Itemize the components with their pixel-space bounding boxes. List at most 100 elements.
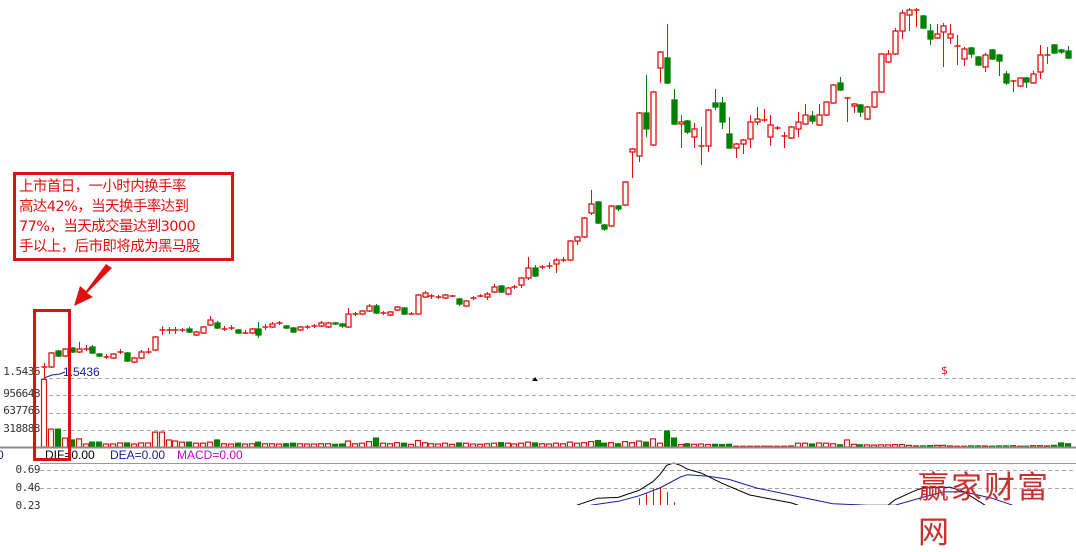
candle: [961, 47, 968, 66]
candle-body: [767, 124, 774, 138]
candle: [332, 322, 339, 325]
candle-body: [643, 112, 650, 130]
candle: [954, 35, 961, 65]
candle: [774, 126, 781, 130]
volume-bar: [414, 439, 422, 448]
candle: [470, 296, 477, 300]
candle-body: [131, 357, 138, 363]
candle-body: [339, 323, 346, 327]
volume-bar: [490, 442, 498, 448]
candle-body: [940, 25, 947, 33]
volume-bar: [794, 442, 802, 448]
candle-body: [269, 323, 276, 328]
candle-body: [871, 91, 878, 108]
candle: [560, 257, 567, 262]
candle: [1058, 49, 1065, 54]
candle-body: [608, 205, 615, 227]
candle: [179, 328, 186, 332]
volume-bar: [372, 437, 380, 448]
volume-bar: [670, 437, 678, 448]
candle-body: [712, 102, 719, 108]
candle-body: [719, 102, 726, 123]
candle: [525, 257, 532, 280]
volume-bar: [254, 441, 262, 448]
candle: [290, 327, 297, 333]
volume-axis-label: 318883: [3, 422, 40, 435]
candle-body: [726, 133, 733, 149]
candle-body: [622, 181, 629, 206]
candle: [463, 300, 470, 307]
candle: [186, 327, 193, 333]
candle-body: [124, 352, 131, 362]
first-day-highlight-box: [33, 309, 71, 461]
candle: [553, 258, 560, 273]
candle-body: [802, 114, 809, 125]
candle: [1044, 47, 1051, 64]
candle: [200, 326, 207, 334]
candle: [608, 205, 615, 227]
candle-body: [207, 319, 214, 326]
candle: [781, 132, 788, 148]
candle: [401, 307, 408, 315]
volume-bar: [822, 442, 830, 448]
candle: [823, 101, 830, 116]
candle-body: [664, 57, 671, 84]
candle-body: [740, 139, 747, 145]
volume-bar: [185, 441, 193, 448]
candle: [906, 8, 913, 31]
legend-dea: DEA=0.00: [110, 448, 166, 462]
candle: [871, 91, 878, 108]
volume-bar: [165, 439, 173, 448]
volume-bar: [379, 442, 387, 448]
candle-body: [186, 328, 193, 333]
candle-body: [463, 300, 470, 307]
candle: [795, 112, 802, 137]
candle-body: [366, 305, 373, 312]
candle: [498, 285, 505, 293]
candle: [989, 49, 996, 60]
candle-body: [1003, 73, 1010, 84]
candle: [851, 103, 858, 113]
candle-body: [657, 51, 664, 69]
candle: [857, 104, 864, 117]
candle-body: [76, 348, 83, 353]
volume-bar: [815, 442, 823, 448]
volume-bar: [517, 442, 525, 448]
candle: [809, 111, 816, 124]
candle: [650, 91, 657, 146]
volume-bar: [151, 431, 159, 448]
candle: [802, 104, 809, 125]
candle: [754, 107, 761, 125]
candle-body: [498, 285, 505, 293]
volume-bar: [607, 442, 615, 448]
candle: [511, 285, 518, 289]
candle-body: [152, 336, 159, 351]
ma-value-label: 1.5436: [63, 365, 100, 379]
candle: [131, 357, 138, 363]
candle-body: [733, 143, 740, 149]
volume-bar: [421, 442, 429, 448]
volume-bar: [178, 441, 186, 448]
candle: [788, 126, 795, 139]
annotation-line: 手以上，后市即将成为黑马股: [19, 239, 200, 255]
candle-body: [422, 292, 429, 298]
candlestick-series: [41, 8, 1072, 377]
candle: [698, 127, 705, 165]
candle-body: [795, 121, 802, 130]
candle: [546, 262, 553, 269]
candle: [505, 287, 512, 295]
candle-body: [851, 103, 858, 107]
candle: [816, 104, 823, 126]
candle: [712, 89, 719, 110]
volume-bar: [199, 442, 207, 448]
candle-body: [89, 346, 96, 354]
candle: [207, 316, 214, 326]
candle-body: [415, 294, 422, 315]
candle-body: [1037, 54, 1044, 73]
candle-body: [200, 326, 207, 334]
candle: [1003, 71, 1010, 85]
candle: [975, 56, 982, 66]
volume-bar: [289, 442, 297, 448]
candle: [899, 10, 906, 39]
candle: [172, 327, 179, 334]
